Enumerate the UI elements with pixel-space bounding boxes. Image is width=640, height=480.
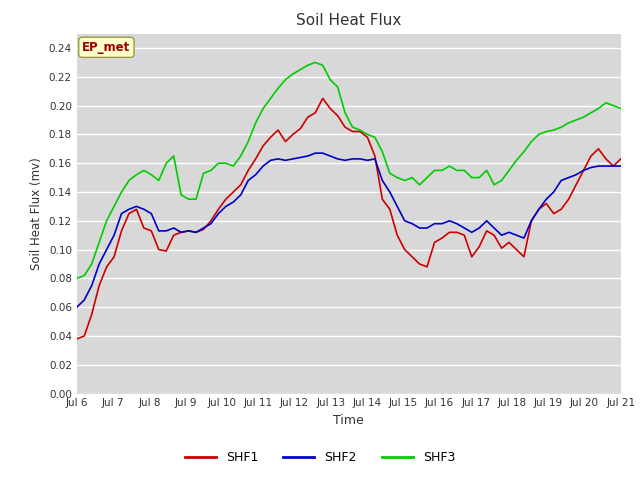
- SHF2: [192, 229, 200, 235]
- SHF1: [386, 206, 394, 212]
- SHF3: [572, 117, 580, 123]
- SHF3: [73, 276, 81, 281]
- Line: SHF3: SHF3: [77, 62, 621, 278]
- SHF3: [312, 60, 319, 65]
- SHF3: [617, 106, 625, 111]
- Line: SHF1: SHF1: [77, 98, 621, 339]
- SHF1: [572, 182, 580, 188]
- SHF2: [378, 178, 386, 183]
- X-axis label: Time: Time: [333, 414, 364, 427]
- Y-axis label: Soil Heat Flux (mv): Soil Heat Flux (mv): [30, 157, 44, 270]
- SHF3: [185, 196, 193, 202]
- SHF3: [386, 170, 394, 176]
- SHF2: [252, 172, 259, 178]
- Legend: SHF1, SHF2, SHF3: SHF1, SHF2, SHF3: [180, 446, 460, 469]
- Line: SHF2: SHF2: [77, 153, 621, 307]
- SHF3: [378, 149, 386, 155]
- Text: EP_met: EP_met: [82, 41, 131, 54]
- SHF2: [312, 150, 319, 156]
- SHF1: [73, 336, 81, 342]
- SHF1: [192, 229, 200, 235]
- SHF2: [185, 228, 193, 234]
- SHF1: [378, 196, 386, 202]
- Title: Soil Heat Flux: Soil Heat Flux: [296, 13, 401, 28]
- SHF2: [386, 189, 394, 195]
- SHF2: [572, 172, 580, 178]
- SHF1: [617, 156, 625, 162]
- SHF3: [252, 120, 259, 126]
- SHF1: [185, 228, 193, 234]
- SHF2: [617, 163, 625, 169]
- SHF1: [319, 96, 326, 101]
- SHF2: [73, 304, 81, 310]
- SHF3: [192, 196, 200, 202]
- SHF1: [252, 156, 259, 162]
